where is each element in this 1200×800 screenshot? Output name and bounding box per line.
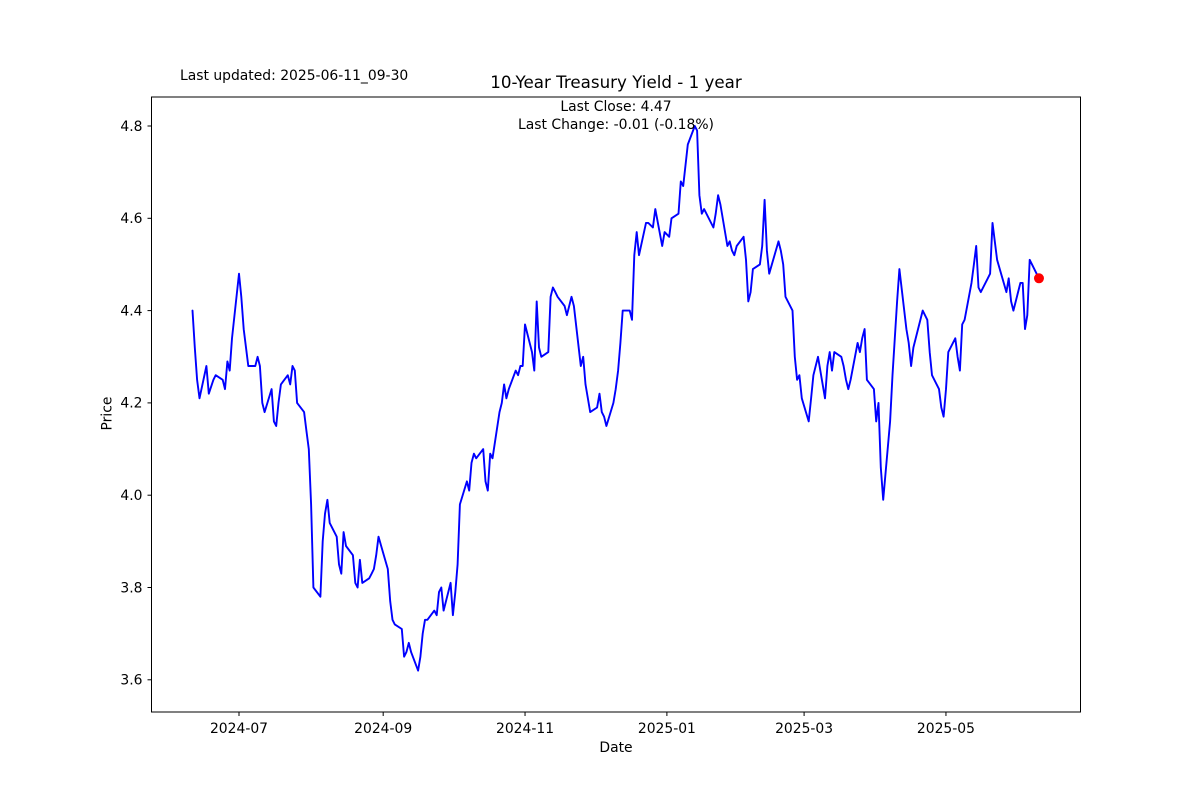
x-tick-label: 2025-05 xyxy=(917,721,975,737)
chart-title: 10-Year Treasury Yield - 1 year xyxy=(490,72,742,92)
last-close-text: Last Close: 4.47 xyxy=(560,99,672,115)
y-tick-label: 4.8 xyxy=(120,119,142,135)
y-tick-label: 3.8 xyxy=(120,580,142,596)
last-updated-text: Last updated: 2025-06-11_09-30 xyxy=(180,68,409,84)
y-tick-label: 4.4 xyxy=(120,303,142,319)
y-tick-label: 4.6 xyxy=(120,211,142,227)
x-tick-label: 2025-03 xyxy=(775,721,833,737)
x-tick-label: 2024-07 xyxy=(210,721,268,737)
last-change-text: Last Change: -0.01 (-0.18%) xyxy=(518,117,714,133)
price-line xyxy=(191,125,1040,672)
y-tick-label: 4.0 xyxy=(120,488,142,504)
y-tick-label: 3.6 xyxy=(120,673,142,689)
y-tick-label: 4.2 xyxy=(120,396,142,412)
x-tick-label: 2024-11 xyxy=(496,721,554,737)
x-tick-label: 2025-01 xyxy=(638,721,696,737)
last-close-marker xyxy=(1033,273,1044,284)
x-tick-label: 2024-09 xyxy=(354,721,412,737)
y-axis-label: Price xyxy=(99,396,116,431)
x-axis-label: Date xyxy=(599,740,633,756)
plot-border xyxy=(151,96,1081,713)
